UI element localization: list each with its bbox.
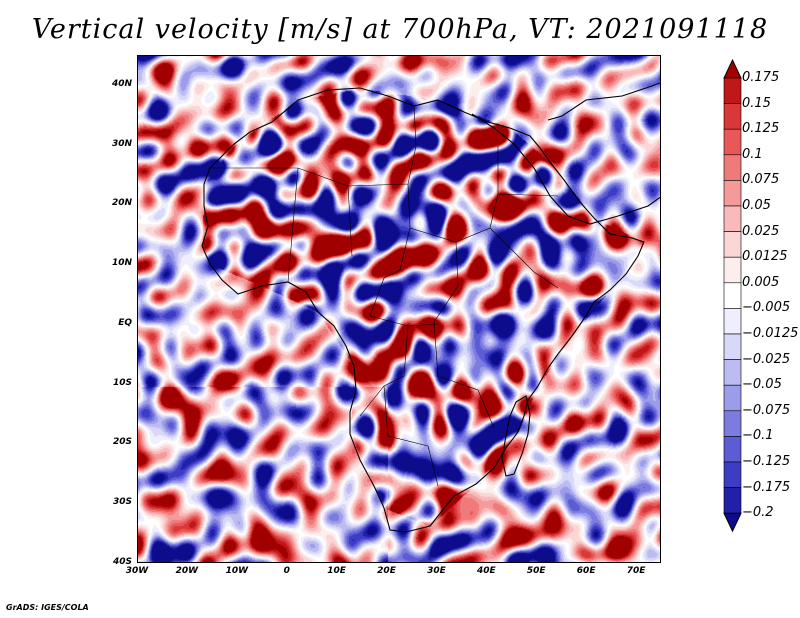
africa-coastline <box>201 87 645 533</box>
lon-tick-label: 30E <box>427 566 446 576</box>
colorbar-swatch <box>723 282 742 309</box>
lon-tick-label: 0 <box>283 566 290 576</box>
lat-tick-label: 20N <box>111 198 132 209</box>
colorbar-tick-label: 0.05 <box>742 198 771 213</box>
colorbar-tick-label: −0.1 <box>742 428 774 444</box>
lon-tick-label: 50E <box>526 566 546 576</box>
colorbar-tick-label: −0.075 <box>742 402 791 418</box>
colorbar-tick-label: 0.175 <box>742 70 780 85</box>
colorbar-swatch <box>723 308 742 335</box>
colorbar-tick-label: 0.0125 <box>742 249 788 265</box>
map-panel <box>137 55 661 563</box>
colorbar-swatch <box>723 359 742 386</box>
colorbar-tick-label: −0.0125 <box>742 326 799 341</box>
colorbar-swatch <box>723 77 742 104</box>
colorbar-tick-label: −0.025 <box>742 351 791 367</box>
colorbar-max-arrow <box>723 58 742 79</box>
colorbar-swatch <box>723 487 742 514</box>
colorbar-swatch <box>723 103 742 130</box>
vertical-velocity-field <box>138 56 660 562</box>
lon-tick-label: 40E <box>476 566 496 576</box>
colorbar-tick-label: 0.15 <box>742 95 771 111</box>
arabia-coastline <box>471 82 660 225</box>
lat-tick-label: EQ <box>118 317 132 328</box>
lon-tick-label: 20W <box>175 566 199 576</box>
grads-credit: GrADS: IGES/COLA <box>6 603 89 612</box>
colorbar-swatch <box>723 154 742 181</box>
lat-tick-label: 10S <box>112 377 132 388</box>
chart-title: Vertical velocity [m/s] at 700hPa, VT: 2… <box>31 14 769 45</box>
colorbar-swatch <box>723 384 742 412</box>
colorbar-swatch <box>723 256 742 284</box>
colorbar-tick-label: 0.1 <box>742 146 763 162</box>
colorbar-tick-label: −0.2 <box>742 505 774 521</box>
lat-tick-label: 30S <box>112 497 132 508</box>
colorbar <box>723 58 742 533</box>
madagascar-coastline <box>501 395 531 477</box>
colorbar-tick-label: 0.075 <box>742 172 780 188</box>
colorbar-swatch <box>723 436 742 463</box>
lon-tick-label: 10E <box>327 566 346 576</box>
lat-tick-label: 40S <box>112 557 132 567</box>
colorbar-tick-label: −0.05 <box>742 377 782 393</box>
lat-tick-label: 10N <box>111 258 132 269</box>
colorbar-tick-label: −0.175 <box>742 479 791 495</box>
lon-tick-label: 30W <box>125 566 149 576</box>
colorbar-tick-label: 0.005 <box>742 274 780 290</box>
colorbar-swatch <box>723 461 742 488</box>
lon-tick-label: 60E <box>576 566 596 576</box>
lon-tick-label: 10W <box>225 566 249 576</box>
colorbar-tick-label: 0.125 <box>742 121 780 137</box>
colorbar-swatch <box>723 205 742 232</box>
country-borders <box>208 105 559 487</box>
lat-tick-label: 40N <box>111 78 132 89</box>
colorbar-swatch <box>723 410 742 437</box>
colorbar-swatch <box>723 180 742 207</box>
colorbar-swatch <box>723 128 742 156</box>
colorbar-tick-label: −0.125 <box>742 454 791 469</box>
colorbar-swatch <box>723 231 742 258</box>
colorbar-min-arrow <box>723 512 742 533</box>
colorbar-tick-label: 0.025 <box>742 223 780 239</box>
lon-tick-label: 70E <box>626 566 646 576</box>
colorbar-swatch <box>723 333 742 360</box>
coastline-overlay <box>201 82 660 533</box>
lat-tick-label: 30N <box>111 138 132 149</box>
lat-tick-label: 20S <box>112 437 132 448</box>
lon-tick-label: 20E <box>377 566 396 576</box>
colorbar-tick-label: −0.005 <box>742 300 791 316</box>
